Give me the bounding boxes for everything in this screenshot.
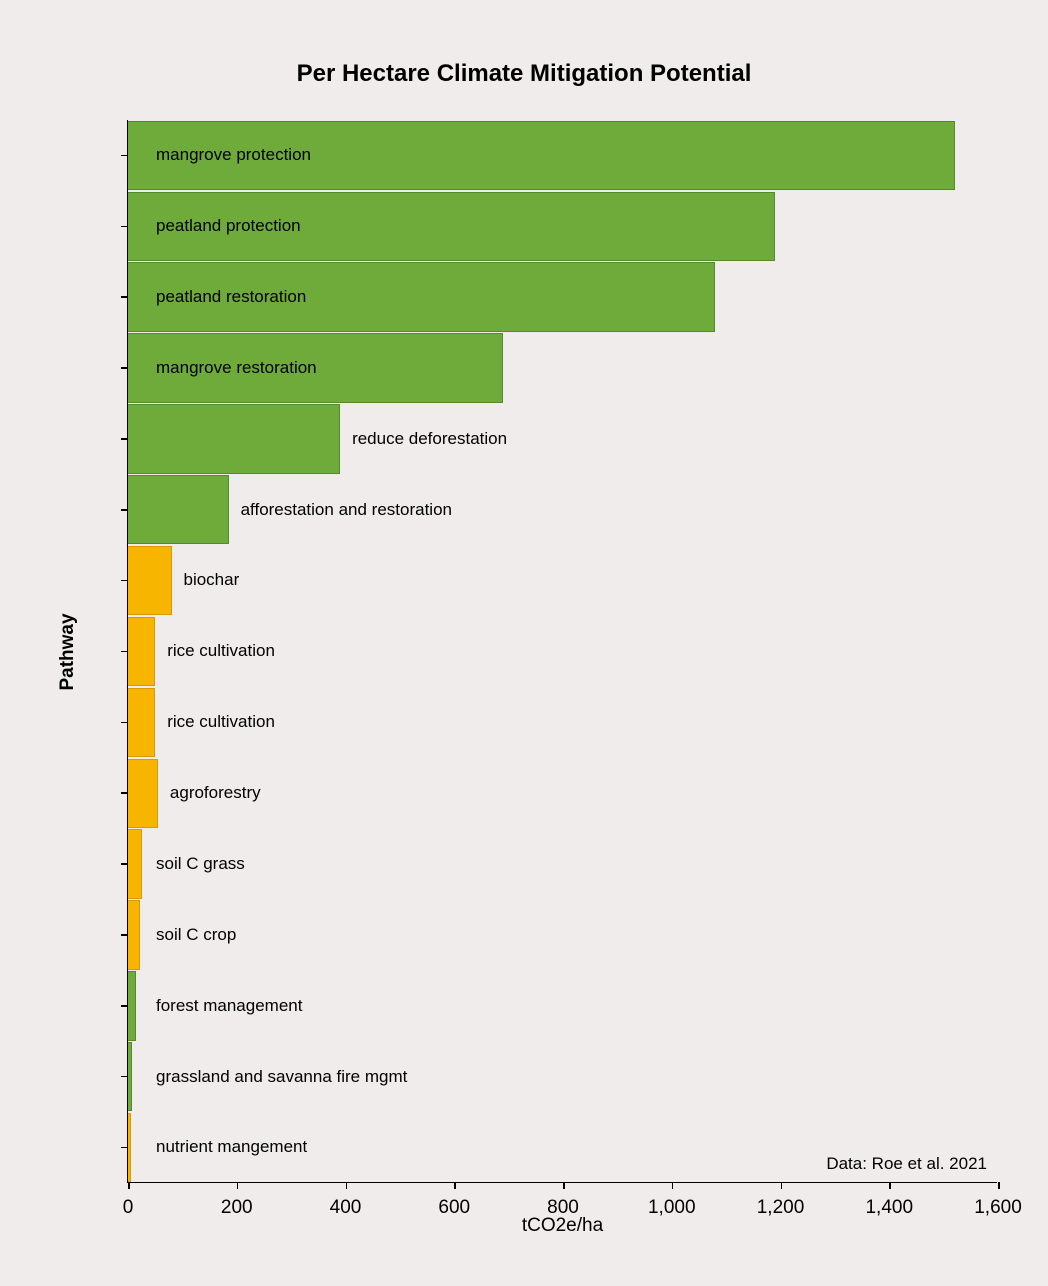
x-tick-label: 1,000	[648, 1197, 696, 1219]
y-tick	[121, 580, 128, 582]
y-tick	[121, 934, 128, 936]
x-tick-label: 400	[330, 1197, 362, 1219]
bar	[128, 475, 229, 544]
x-tick	[237, 1182, 239, 1189]
bar	[128, 617, 155, 686]
bar-label: soil C crop	[156, 925, 236, 945]
bar-label: forest management	[156, 996, 302, 1016]
bar	[128, 546, 172, 615]
x-tick	[781, 1182, 783, 1189]
x-tick-label: 1,200	[757, 1197, 805, 1219]
y-tick	[121, 1076, 128, 1078]
x-tick-label: 800	[547, 1197, 579, 1219]
bar-label: mangrove restoration	[156, 358, 317, 378]
bar	[128, 404, 340, 473]
x-tick-label: 0	[123, 1197, 134, 1219]
x-tick	[998, 1182, 1000, 1189]
bar	[128, 688, 155, 757]
y-tick	[121, 863, 128, 865]
x-tick	[889, 1182, 891, 1189]
bar	[128, 1042, 132, 1111]
y-axis-label: Pathway	[57, 613, 79, 690]
y-tick	[121, 226, 128, 228]
chart-container: Per Hectare Climate Mitigation Potential…	[0, 0, 1048, 1286]
bar	[128, 759, 158, 828]
y-tick	[121, 792, 128, 794]
x-tick-label: 1,400	[865, 1197, 913, 1219]
bar	[128, 829, 142, 898]
y-tick	[121, 1005, 128, 1007]
y-tick	[121, 367, 128, 369]
bar-label: rice cultivation	[167, 641, 275, 661]
y-tick	[121, 722, 128, 724]
bar-label: agroforestry	[170, 783, 261, 803]
x-tick-label: 1,600	[974, 1197, 1022, 1219]
bar	[128, 1113, 131, 1182]
y-tick	[121, 509, 128, 511]
bar-label: grassland and savanna fire mgmt	[156, 1067, 407, 1087]
x-tick	[563, 1182, 565, 1189]
bar-label: mangrove protection	[156, 145, 311, 165]
bar-label: reduce deforestation	[352, 429, 507, 449]
x-tick	[454, 1182, 456, 1189]
y-tick	[121, 651, 128, 653]
x-tick-label: 600	[438, 1197, 470, 1219]
y-tick	[121, 296, 128, 298]
bar-label: soil C grass	[156, 854, 245, 874]
bar-label: peatland restoration	[156, 287, 306, 307]
bar-label: rice cultivation	[167, 712, 275, 732]
y-tick	[121, 438, 128, 440]
bar	[128, 971, 136, 1040]
y-tick	[121, 1147, 128, 1149]
x-tick-label: 200	[221, 1197, 253, 1219]
bar-label: nutrient mangement	[156, 1137, 307, 1157]
bar-label: peatland protection	[156, 216, 301, 236]
source-note: Data: Roe et al. 2021	[826, 1154, 987, 1174]
bar-label: afforestation and restoration	[241, 500, 452, 520]
x-tick	[346, 1182, 348, 1189]
plot-area: Pathway tCO2e/ha Data: Roe et al. 2021 0…	[127, 120, 997, 1183]
bar	[128, 900, 140, 969]
y-tick	[121, 155, 128, 157]
chart-title: Per Hectare Climate Mitigation Potential	[0, 60, 1048, 88]
bar-label: biochar	[184, 570, 240, 590]
x-tick	[128, 1182, 130, 1189]
x-tick	[672, 1182, 674, 1189]
